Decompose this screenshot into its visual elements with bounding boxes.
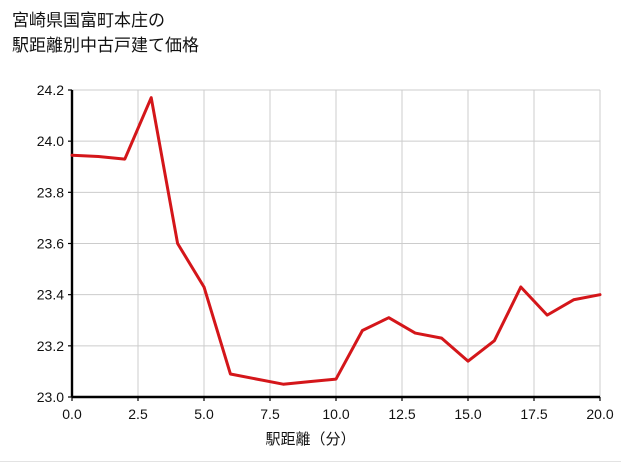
y-tick-label: 23.6 <box>37 236 64 252</box>
price-series-line <box>70 96 602 386</box>
chart-title-line-1: 宮崎県国富町本庄の <box>12 11 165 30</box>
y-axis-ticks: 23.0 23.2 23.4 23.6 23.8 24.0 24.2 <box>37 82 72 405</box>
plot-axes <box>70 90 600 399</box>
y-tick-label: 23.8 <box>37 184 64 200</box>
x-tick-label: 7.5 <box>260 406 280 422</box>
grid-lines <box>71 89 601 398</box>
x-tick-label: 20.0 <box>586 406 613 422</box>
y-tick-label: 24.2 <box>37 82 64 98</box>
y-tick-label: 23.4 <box>37 287 64 303</box>
bottom-divider <box>0 461 621 462</box>
y-tick-label: 23.0 <box>37 389 64 405</box>
x-tick-label: 5.0 <box>194 406 214 422</box>
x-tick-label: 10.0 <box>322 406 349 422</box>
x-tick-label: 2.5 <box>128 406 148 422</box>
x-axis-ticks: 0.0 2.5 5.0 7.5 10.0 12.5 15.0 17.5 20.0 <box>62 397 614 422</box>
y-tick-label: 24.0 <box>37 133 64 149</box>
y-tick-label: 23.2 <box>37 338 64 354</box>
x-tick-label: 0.0 <box>62 406 82 422</box>
x-tick-label: 17.5 <box>520 406 547 422</box>
chart-title: 宮崎県国富町本庄の駅距離別中古戸建て価格 <box>12 8 199 58</box>
x-axis-label: 駅距離（分） <box>265 431 356 448</box>
x-tick-label: 12.5 <box>388 406 415 422</box>
x-tick-label: 15.0 <box>454 406 481 422</box>
chart-title-line-2: 駅距離別中古戸建て価格 <box>12 36 199 55</box>
